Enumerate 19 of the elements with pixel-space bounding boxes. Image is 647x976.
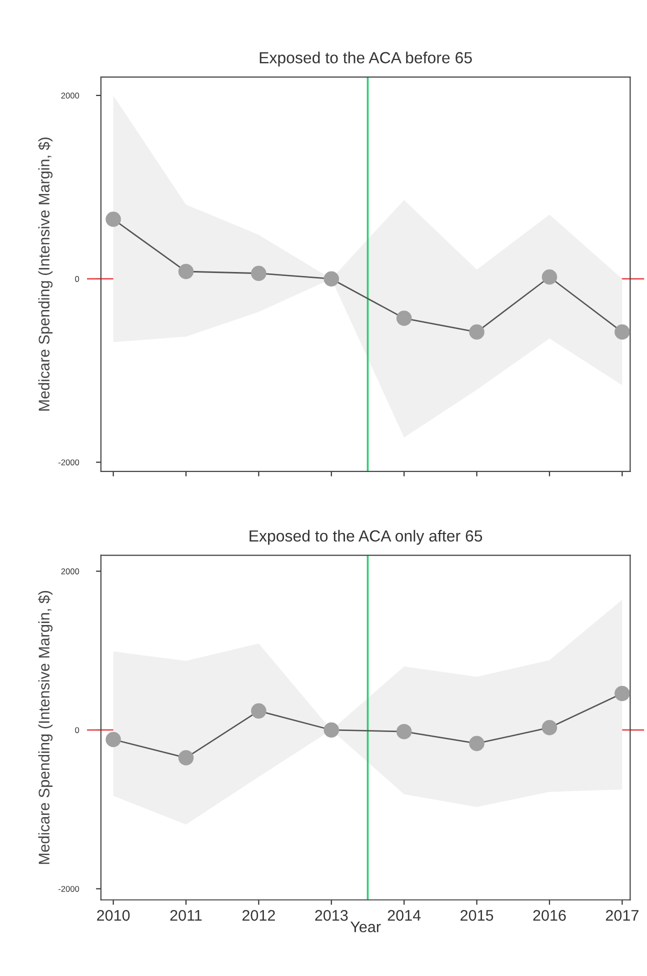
chart-title: Exposed to the ACA before 65 <box>260 52 472 67</box>
x-tick-label: 2011 <box>170 910 202 921</box>
x-tick-label: 2015 <box>460 910 494 921</box>
chart-title: Exposed to the ACA only after 65 <box>250 530 482 545</box>
x-tick-label: 2016 <box>533 910 566 921</box>
y-tick-label: 0 <box>75 276 80 282</box>
y-tick-label: 2000 <box>61 92 80 99</box>
x-tick-label: 2010 <box>97 910 130 921</box>
y-tick-label: -2000 <box>58 886 80 892</box>
y-axis-title: Medicare Spending (Intensive Margin, $) <box>38 590 53 864</box>
x-tick-label: 2013 <box>315 910 348 921</box>
y-tick-label: -2000 <box>58 459 80 466</box>
x-tick-label: 2012 <box>242 910 275 921</box>
y-tick-label: 2000 <box>61 568 80 574</box>
y-tick-label: 0 <box>75 727 80 734</box>
x-tick-label: 2014 <box>388 910 421 921</box>
x-axis-title: Year <box>350 922 381 932</box>
y-axis-title: Medicare Spending (Intensive Margin, $) <box>38 138 53 411</box>
x-tick-label: 2017 <box>606 910 638 921</box>
